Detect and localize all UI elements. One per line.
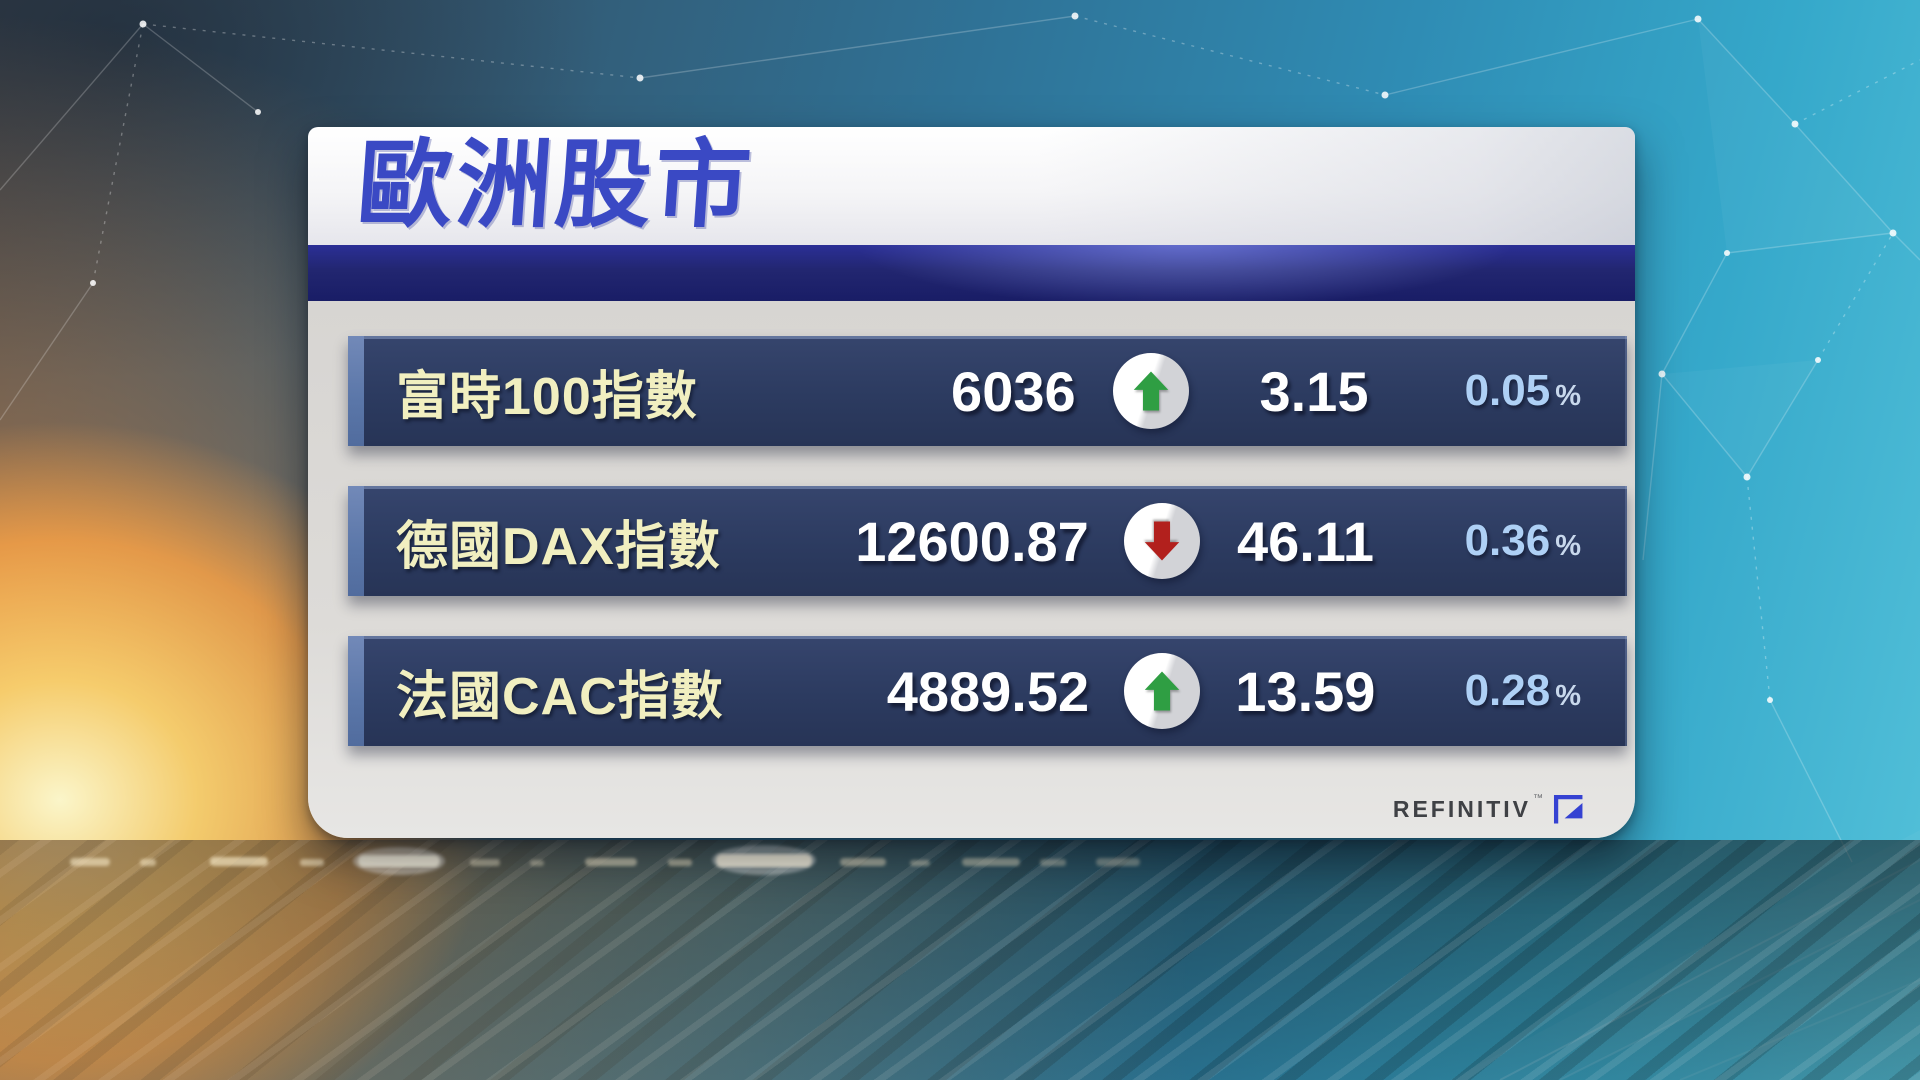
down-arrow-icon <box>1124 503 1201 579</box>
panel-body: 富時100指數 6036 3.15 0.05% 德國DAX指數 12600.87… <box>308 301 1635 838</box>
index-row: 德國DAX指數 12600.87 46.11 0.36% <box>348 486 1627 596</box>
direction-column <box>1076 353 1227 429</box>
header-divider-bar <box>308 245 1635 301</box>
refinitiv-attribution: REFINITIV ™ <box>1393 792 1585 826</box>
row-accent-bar <box>348 636 364 746</box>
row-accent-bar <box>348 336 364 446</box>
index-value: 4889.52 <box>886 659 1090 723</box>
change-percent: 0.28% <box>1375 666 1627 716</box>
up-arrow-icon <box>1124 653 1201 729</box>
market-panel: 歐洲股市 富時100指數 6036 3.15 0.05% 德國DAX指數 126… <box>308 127 1635 838</box>
index-row: 法國CAC指數 4889.52 13.59 0.28% <box>348 636 1627 746</box>
index-name: 法國CAC指數 <box>396 667 724 726</box>
index-name: 德國DAX指數 <box>396 517 721 576</box>
panel-header: 歐洲股市 <box>308 127 1635 245</box>
up-arrow-icon <box>1113 353 1190 429</box>
percent-number: 0.28 <box>1464 666 1551 715</box>
percent-sign: % <box>1555 380 1582 412</box>
direction-column <box>1089 653 1235 729</box>
direction-column <box>1089 503 1236 579</box>
index-rows: 富時100指數 6036 3.15 0.05% 德國DAX指數 12600.87… <box>308 301 1635 746</box>
percent-number: 0.36 <box>1464 516 1551 565</box>
percent-sign: % <box>1555 530 1581 562</box>
change-percent: 0.36% <box>1374 516 1627 566</box>
percent-number: 0.05 <box>1464 366 1551 415</box>
change-value: 3.15 <box>1259 359 1369 423</box>
index-row: 富時100指數 6036 3.15 0.05% <box>348 336 1627 446</box>
woven-wave-texture <box>0 840 1920 1080</box>
refinitiv-wordmark: REFINITIV <box>1392 795 1531 822</box>
change-percent: 0.05% <box>1368 366 1627 416</box>
index-value: 12600.87 <box>855 509 1089 573</box>
change-value: 13.59 <box>1235 659 1376 723</box>
index-name: 富時100指數 <box>396 367 698 426</box>
row-accent-bar <box>348 486 364 596</box>
percent-sign: % <box>1555 680 1581 712</box>
index-value: 6036 <box>951 359 1076 423</box>
refinitiv-logo-icon <box>1553 794 1583 824</box>
panel-title: 歐洲股市 <box>353 132 758 239</box>
trademark-symbol: ™ <box>1533 793 1543 804</box>
change-value: 46.11 <box>1236 509 1374 573</box>
